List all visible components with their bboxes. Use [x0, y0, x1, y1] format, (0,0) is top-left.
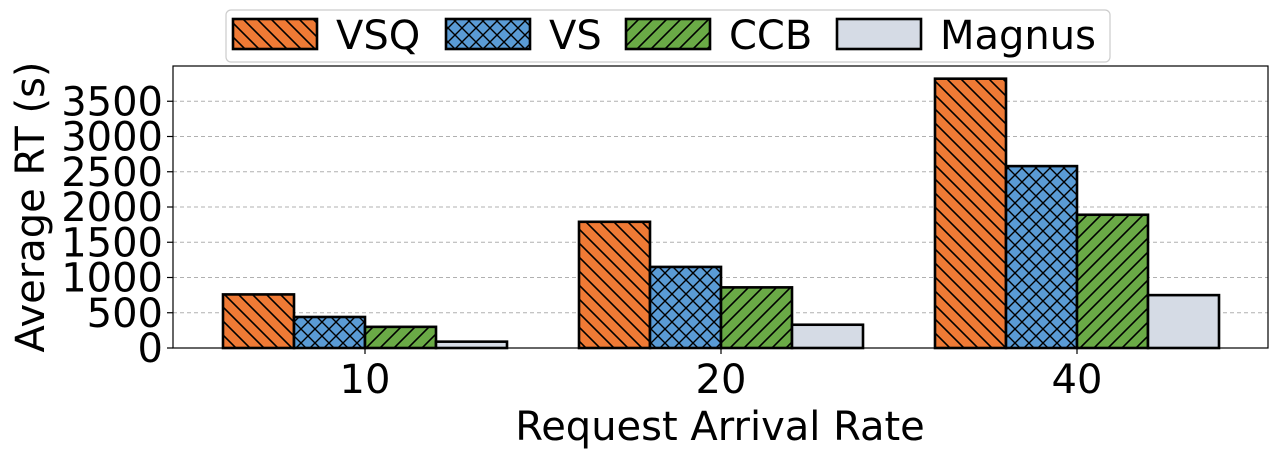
legend-swatch-hatch	[626, 19, 710, 49]
legend-swatch-magnus	[837, 19, 921, 49]
legend-swatch-outline	[835, 17, 923, 51]
bar-hatch	[1006, 166, 1077, 348]
bar-hatch	[365, 326, 436, 348]
bar-hatch	[223, 294, 294, 348]
y-tick-label: 500	[87, 291, 163, 337]
bar-hatch	[935, 78, 1006, 348]
legend-label-vsq: VSQ	[336, 13, 420, 59]
legend-label-ccb: CCB	[729, 13, 812, 59]
x-tick-label: 20	[696, 357, 747, 403]
y-tick-label: 1500	[61, 220, 163, 266]
legend-swatch-hatch	[233, 19, 317, 49]
x-axis: 10 20 40	[340, 348, 1103, 403]
y-axis-label: Average RT (s)	[8, 61, 54, 352]
legend-swatch-outline	[444, 17, 532, 51]
gridlines	[173, 100, 1268, 314]
y-tick-label: 1000	[61, 256, 163, 302]
legend-swatch-outline	[231, 17, 319, 51]
bars	[221, 77, 1221, 350]
legend-label-vs: VS	[549, 13, 602, 59]
y-tick-label: 3500	[61, 79, 163, 125]
legend: VSQ VS CCB Magnus	[225, 9, 1111, 63]
x-axis-label: Request Arrival Rate	[515, 404, 925, 450]
x-tick-label: 40	[1052, 357, 1103, 403]
y-tick-label: 2500	[61, 150, 163, 196]
bar-magnus-10	[436, 341, 507, 348]
bar-hatch	[294, 316, 365, 348]
x-tick-label: 10	[340, 357, 391, 403]
bar-magnus-20	[792, 324, 863, 348]
bar-magnus-40	[1148, 295, 1219, 348]
legend-swatch-outline	[624, 17, 712, 51]
bar-hatch	[650, 266, 721, 348]
legend-swatch-hatch	[446, 19, 530, 49]
y-tick-label: 2000	[61, 185, 163, 231]
bar-hatch	[1077, 214, 1148, 348]
bar-hatch	[579, 221, 650, 348]
bar-hatch	[721, 287, 792, 348]
y-tick-label: 3000	[61, 115, 163, 161]
legend-label-magnus: Magnus	[940, 13, 1096, 59]
y-tick-label: 0	[138, 326, 163, 372]
